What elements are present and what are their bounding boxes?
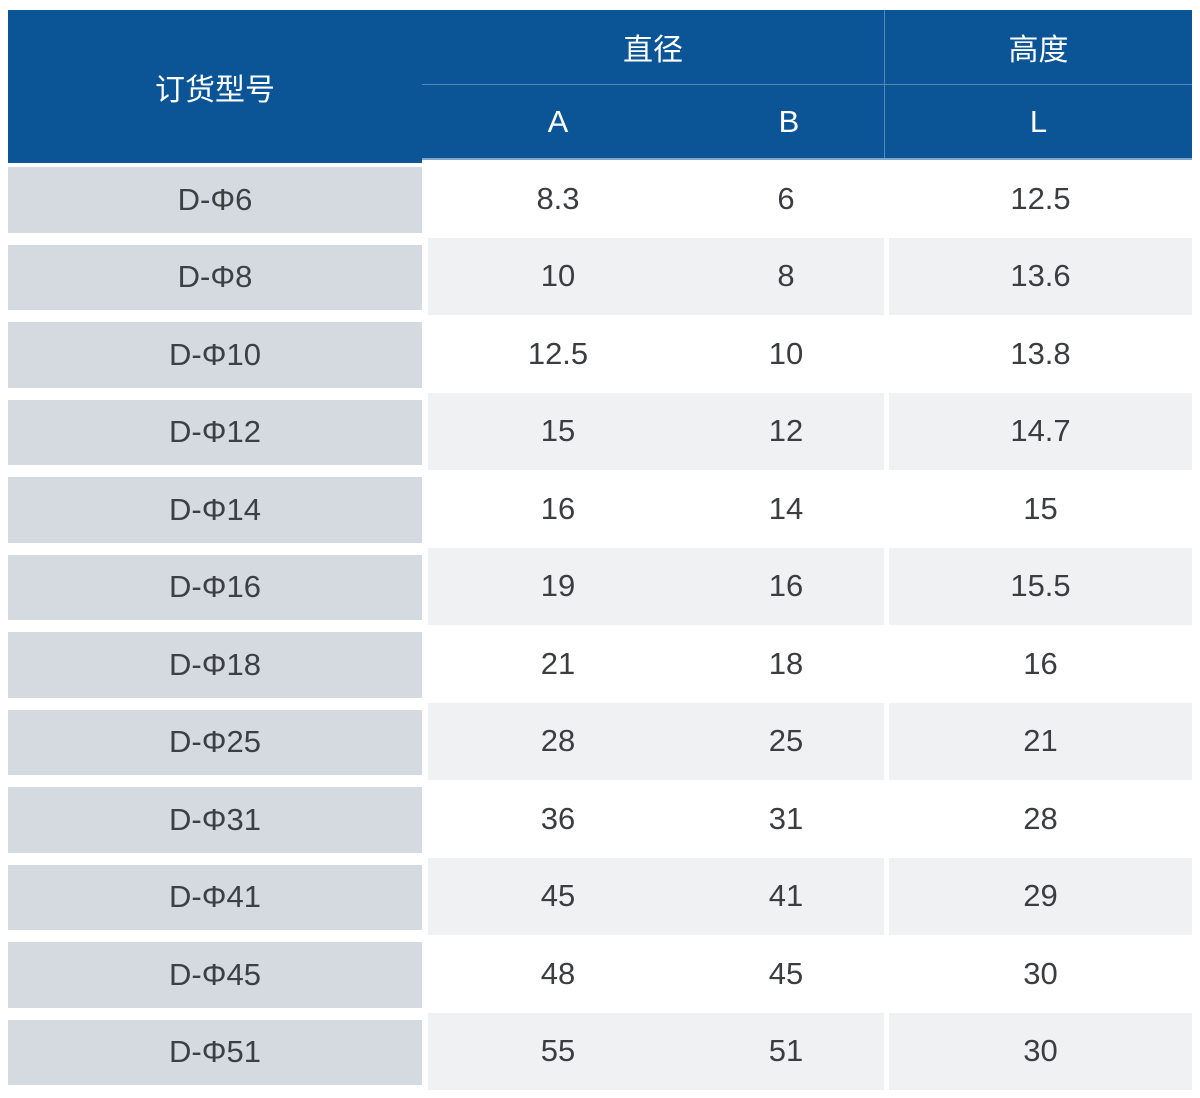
value-a: 28 xyxy=(428,702,688,780)
header-group-row: 直径 高度 xyxy=(422,10,1192,85)
table-row: D-Φ8 10 8 13.6 xyxy=(8,237,1192,316)
value-l: 13.6 xyxy=(889,237,1192,315)
value-a: 10 xyxy=(428,237,688,315)
model-label: D-Φ31 xyxy=(8,787,422,853)
model-cell: D-Φ14 xyxy=(8,470,422,548)
value-b: 12 xyxy=(688,392,884,470)
model-cell: D-Φ51 xyxy=(8,1013,422,1091)
value-b: 25 xyxy=(688,702,884,780)
value-a: 45 xyxy=(428,857,688,935)
table-body: D-Φ6 8.3 6 12.5 D-Φ8 10 8 13.6 D-Φ10 12.… xyxy=(8,160,1192,1090)
value-l: 14.7 xyxy=(889,392,1192,470)
model-label: D-Φ8 xyxy=(8,244,422,310)
value-b: 16 xyxy=(688,547,884,625)
model-cell: D-Φ31 xyxy=(8,780,422,858)
header-subcolumn-row: A B L xyxy=(422,85,1192,158)
value-a: 19 xyxy=(428,547,688,625)
table-row: D-Φ18 21 18 16 xyxy=(8,625,1192,703)
model-cell: D-Φ10 xyxy=(8,315,422,393)
table-row: D-Φ45 48 45 30 xyxy=(8,935,1192,1013)
value-a: 15 xyxy=(428,392,688,470)
model-label: D-Φ25 xyxy=(8,709,422,775)
value-b: 8 xyxy=(688,237,884,315)
table-row: D-Φ51 55 51 30 xyxy=(8,1012,1192,1091)
value-b: 18 xyxy=(688,625,884,703)
value-b: 6 xyxy=(688,160,884,238)
model-label: D-Φ41 xyxy=(8,864,422,930)
value-a: 21 xyxy=(428,625,688,703)
model-cell: D-Φ8 xyxy=(8,238,422,316)
value-b: 31 xyxy=(688,780,884,858)
col-b-header: B xyxy=(778,103,800,139)
model-label: D-Φ14 xyxy=(8,477,422,543)
value-l: 13.8 xyxy=(889,315,1192,393)
value-b: 14 xyxy=(688,470,884,548)
model-cell: D-Φ45 xyxy=(8,935,422,1013)
table-header: 订货型号 直径 高度 A B L xyxy=(8,10,1192,163)
value-a: 16 xyxy=(428,470,688,548)
table-row: D-Φ25 28 25 21 xyxy=(8,702,1192,781)
model-cell: D-Φ41 xyxy=(8,858,422,936)
value-l: 16 xyxy=(889,625,1192,703)
table-row: D-Φ6 8.3 6 12.5 xyxy=(8,160,1192,238)
header-right-section: 直径 高度 A B L xyxy=(422,10,1192,160)
value-a: 8.3 xyxy=(428,160,688,238)
value-b: 51 xyxy=(688,1012,884,1090)
value-a: 12.5 xyxy=(428,315,688,393)
model-label: D-Φ10 xyxy=(8,322,422,388)
height-group-header: 高度 xyxy=(884,10,1192,84)
col-l-header: L xyxy=(884,85,1192,158)
model-label: D-Φ6 xyxy=(8,167,422,233)
value-a: 36 xyxy=(428,780,688,858)
model-cell: D-Φ25 xyxy=(8,703,422,781)
value-a: 55 xyxy=(428,1012,688,1090)
value-b: 45 xyxy=(688,935,884,1013)
table-row: D-Φ41 45 41 29 xyxy=(8,857,1192,936)
value-l: 21 xyxy=(889,702,1192,780)
value-l: 29 xyxy=(889,857,1192,935)
value-b: 41 xyxy=(688,857,884,935)
model-label: D-Φ45 xyxy=(8,942,422,1008)
value-l: 30 xyxy=(889,935,1192,1013)
col-a-header: A xyxy=(547,103,569,139)
table-row: D-Φ10 12.5 10 13.8 xyxy=(8,315,1192,393)
model-label: D-Φ12 xyxy=(8,399,422,465)
value-a: 48 xyxy=(428,935,688,1013)
value-l: 15.5 xyxy=(889,547,1192,625)
model-cell: D-Φ18 xyxy=(8,625,422,703)
order-model-header: 订货型号 xyxy=(8,10,422,163)
value-b: 10 xyxy=(688,315,884,393)
table-row: D-Φ16 19 16 15.5 xyxy=(8,547,1192,626)
model-cell: D-Φ6 xyxy=(8,160,422,238)
model-cell: D-Φ16 xyxy=(8,548,422,626)
model-label: D-Φ18 xyxy=(8,632,422,698)
value-l: 28 xyxy=(889,780,1192,858)
value-l: 15 xyxy=(889,470,1192,548)
model-cell: D-Φ12 xyxy=(8,393,422,471)
model-label: D-Φ16 xyxy=(8,554,422,620)
model-label: D-Φ51 xyxy=(8,1019,422,1085)
value-l: 12.5 xyxy=(889,160,1192,238)
table-row: D-Φ12 15 12 14.7 xyxy=(8,392,1192,471)
value-l: 30 xyxy=(889,1012,1192,1090)
table-row: D-Φ31 36 31 28 xyxy=(8,780,1192,858)
spec-table: 订货型号 直径 高度 A B L D-Φ6 8.3 6 12. xyxy=(8,10,1192,1090)
diameter-group-header: 直径 xyxy=(623,34,683,67)
table-row: D-Φ14 16 14 15 xyxy=(8,470,1192,548)
